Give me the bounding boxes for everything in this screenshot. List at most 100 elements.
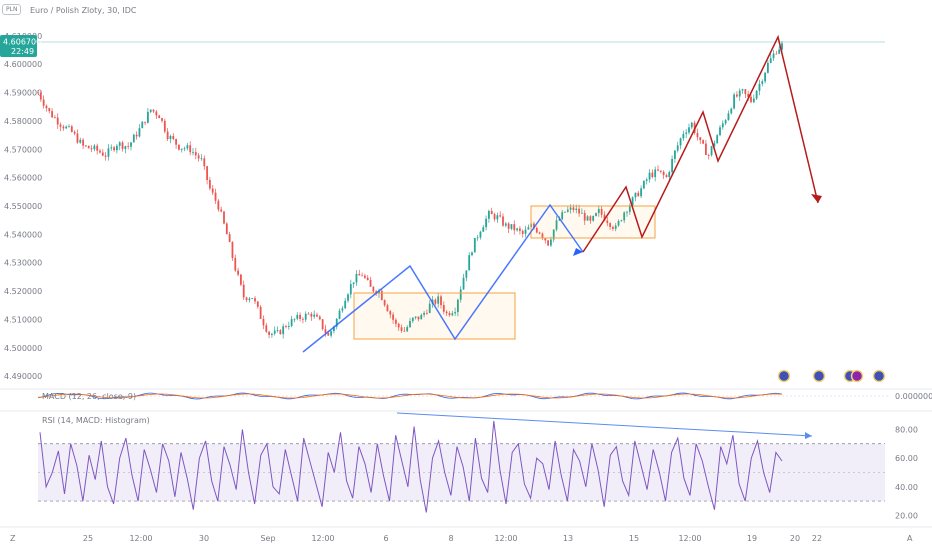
candle bbox=[668, 170, 671, 180]
candle bbox=[248, 296, 251, 303]
range-box-right[interactable] bbox=[530, 205, 656, 239]
candle bbox=[130, 141, 132, 151]
candle bbox=[355, 270, 358, 286]
candle bbox=[135, 131, 138, 140]
candle bbox=[772, 49, 775, 61]
candle bbox=[454, 307, 456, 317]
candle bbox=[118, 141, 121, 151]
candle bbox=[730, 107, 733, 115]
log-scale-button[interactable]: A bbox=[907, 534, 913, 543]
time-tick-label: 25 bbox=[83, 534, 93, 543]
blue-zigzag-pattern[interactable] bbox=[302, 203, 584, 353]
candle bbox=[614, 222, 617, 232]
candle bbox=[194, 147, 197, 160]
candle bbox=[702, 139, 704, 145]
candle bbox=[352, 282, 355, 288]
price-tick-label: 4.500000 bbox=[4, 344, 42, 353]
candle bbox=[299, 312, 301, 322]
macd-label: MACD (12, 26, close, 9) bbox=[42, 392, 136, 401]
candle bbox=[552, 229, 555, 243]
candle bbox=[434, 298, 437, 306]
candle bbox=[555, 215, 558, 232]
candle bbox=[344, 297, 347, 309]
auto-scale-button[interactable]: Z bbox=[10, 534, 16, 543]
candle bbox=[716, 133, 719, 144]
rsi-trendline[interactable] bbox=[396, 412, 813, 437]
candle bbox=[620, 219, 623, 222]
currency-badge[interactable]: PLN bbox=[2, 4, 22, 15]
candle bbox=[468, 252, 471, 271]
candle bbox=[155, 110, 158, 120]
candle bbox=[386, 303, 389, 312]
candle bbox=[217, 199, 220, 212]
red-zigzag-pattern[interactable] bbox=[582, 34, 819, 253]
candle bbox=[581, 208, 583, 214]
candle bbox=[640, 185, 642, 199]
range-box-left[interactable] bbox=[353, 292, 516, 340]
candle bbox=[589, 215, 592, 224]
candle bbox=[496, 212, 499, 223]
candle bbox=[479, 230, 482, 240]
candle bbox=[769, 54, 772, 64]
candle bbox=[234, 254, 237, 272]
candle bbox=[741, 88, 744, 94]
candle bbox=[513, 220, 516, 235]
candle bbox=[662, 170, 665, 180]
candle bbox=[335, 317, 338, 330]
event-marker[interactable] bbox=[872, 369, 886, 383]
candle bbox=[471, 251, 473, 257]
time-tick-label: 28 bbox=[165, 534, 175, 543]
candle bbox=[316, 312, 318, 317]
candle bbox=[338, 308, 341, 320]
macd-line bbox=[37, 392, 783, 400]
candle bbox=[476, 234, 479, 241]
candle bbox=[696, 128, 699, 141]
candle bbox=[406, 325, 409, 333]
candle bbox=[364, 273, 366, 280]
candle bbox=[293, 318, 296, 323]
candle bbox=[180, 148, 183, 153]
candle bbox=[665, 173, 668, 178]
rsi-tick-label: 80.00 bbox=[895, 425, 918, 434]
candle bbox=[121, 140, 124, 152]
rsi-trendline-arrow bbox=[805, 432, 812, 439]
candle bbox=[82, 137, 84, 150]
candle bbox=[349, 279, 352, 299]
candle bbox=[409, 317, 411, 328]
candle bbox=[527, 224, 530, 230]
candle bbox=[256, 301, 259, 309]
event-marker[interactable] bbox=[777, 369, 791, 383]
event-markers[interactable] bbox=[777, 369, 886, 383]
candle bbox=[671, 155, 673, 176]
candle bbox=[397, 322, 400, 331]
candle bbox=[657, 165, 659, 172]
candle bbox=[561, 209, 564, 221]
candle bbox=[524, 225, 527, 238]
time-tick-label: 20 bbox=[790, 534, 800, 543]
drawing-tools[interactable] bbox=[302, 34, 822, 439]
price-axis: 4.6100004.6000004.5900004.5800004.570000… bbox=[4, 32, 42, 381]
price-tick-label: 4.540000 bbox=[4, 230, 42, 239]
candle bbox=[623, 211, 626, 224]
candle bbox=[609, 222, 611, 230]
candle bbox=[395, 318, 397, 328]
candle bbox=[369, 276, 372, 287]
candle bbox=[186, 142, 189, 151]
rsi-line bbox=[39, 420, 783, 513]
candle bbox=[724, 119, 727, 126]
candle bbox=[209, 177, 211, 191]
candle bbox=[101, 149, 104, 157]
candle bbox=[617, 219, 620, 227]
candle bbox=[39, 90, 42, 102]
blue-arrow-head bbox=[573, 248, 583, 256]
event-marker[interactable] bbox=[812, 369, 826, 383]
candle bbox=[767, 60, 769, 74]
candle bbox=[141, 121, 144, 129]
candle bbox=[459, 286, 462, 303]
candle bbox=[366, 275, 369, 281]
candle bbox=[502, 213, 504, 227]
candle bbox=[347, 293, 349, 303]
candle bbox=[124, 145, 127, 154]
event-marker[interactable] bbox=[850, 369, 864, 383]
